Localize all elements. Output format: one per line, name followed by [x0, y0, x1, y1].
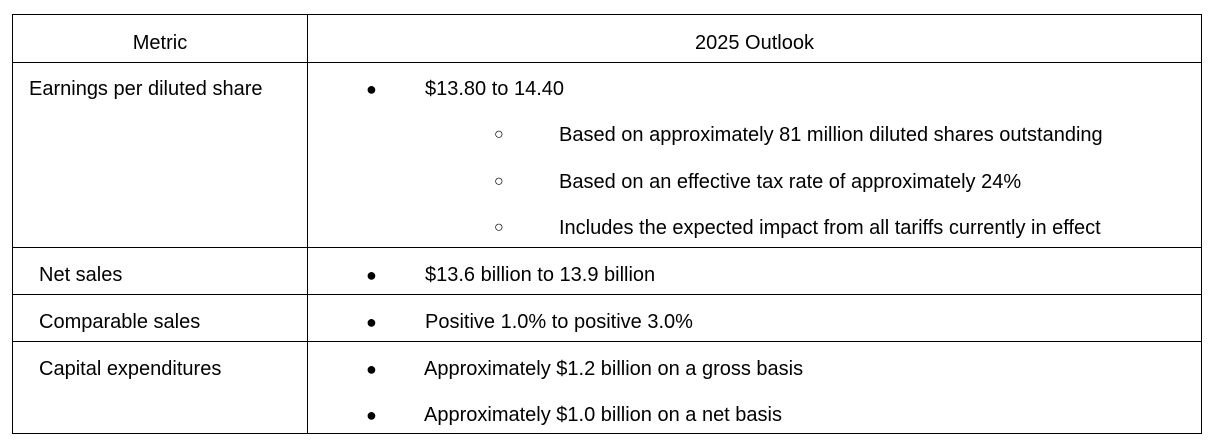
row-divider — [13, 341, 1201, 342]
outlook-item: Positive 1.0% to positive 3.0% — [425, 311, 693, 333]
subbullet-icon: ○ — [494, 126, 504, 143]
metric-capex: Capital expenditures — [39, 358, 222, 380]
outlook-item: $13.6 billion to 13.9 billion — [425, 264, 656, 286]
outlook-item: Approximately $1.0 billion on a net basi… — [424, 404, 782, 426]
subbullet-icon: ○ — [494, 219, 504, 236]
header-metric: Metric — [132, 32, 188, 54]
bullet-icon: ● — [366, 312, 377, 332]
outlook-item: $13.80 to 14.40 — [425, 78, 565, 100]
outlook-subitem: Based on an effective tax rate of approx… — [559, 171, 1022, 193]
bullet-icon: ● — [366, 405, 377, 425]
row-divider — [13, 247, 1201, 248]
bullet-icon: ● — [366, 265, 377, 285]
outlook-table: Metric 2025 Outlook Earnings per diluted… — [12, 14, 1202, 434]
metric-eps: Earnings per diluted share — [29, 78, 263, 100]
subbullet-icon: ○ — [494, 173, 504, 190]
metric-comparable-sales: Comparable sales — [39, 311, 201, 333]
bullet-icon: ● — [366, 79, 377, 99]
metric-net-sales: Net sales — [39, 264, 123, 286]
outlook-subitem: Includes the expected impact from all ta… — [559, 217, 1101, 239]
column-divider — [307, 15, 308, 433]
outlook-item: Approximately $1.2 billion on a gross ba… — [424, 358, 804, 380]
outlook-subitem: Based on approximately 81 million dilute… — [559, 124, 1103, 146]
header-outlook: 2025 Outlook — [695, 32, 814, 54]
header-divider — [13, 62, 1201, 63]
row-divider — [13, 294, 1201, 295]
bullet-icon: ● — [366, 359, 377, 379]
